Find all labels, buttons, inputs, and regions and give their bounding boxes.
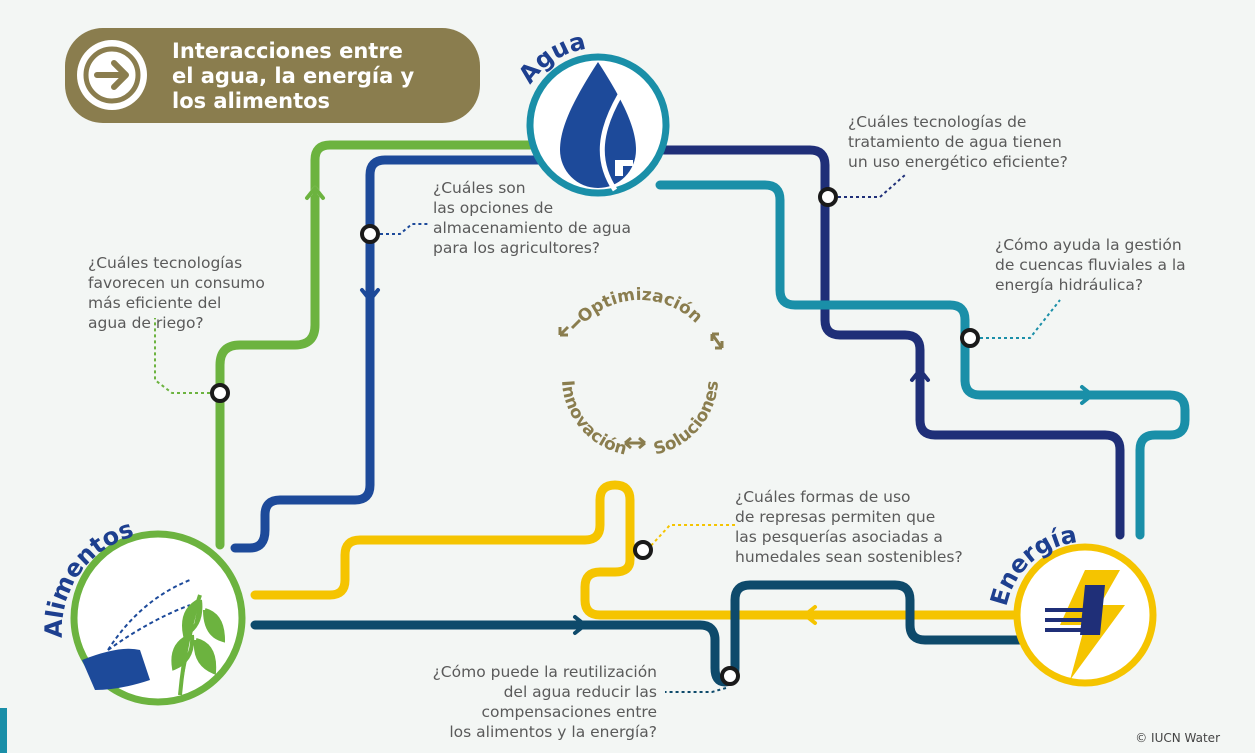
question-line: las pesquerías asociadas a [735,528,943,546]
edge-strip [0,708,7,753]
question-line: del agua reducir las [504,683,657,701]
question-line: almacenamiento de agua [433,219,631,237]
question-line: agua de riego? [88,314,204,332]
question-line: un uso energético eficiente? [848,153,1068,171]
question-line: compensaciones entre [481,703,657,721]
title-line: Interacciones entre [172,39,403,63]
question-line: de represas permiten que [735,508,935,526]
title-line: el agua, la energía y [172,64,415,88]
question-line: ¿Cuáles tecnologías de [848,113,1026,131]
question-line: ¿Cuáles formas de uso [735,488,911,506]
question-line: las opciones de [433,199,553,217]
question-line: ¿Cómo puede la reutilización [433,663,657,681]
junction [635,542,651,558]
question-line: humedales sean sostenibles? [735,548,963,566]
question-line: ¿Cuáles son [433,179,526,197]
question-line: de cuencas fluviales a la [995,256,1186,274]
question-line: tratamiento de agua tienen [848,133,1062,151]
question-line: energía hidráulica? [995,276,1143,294]
junction [820,189,836,205]
question-line: los alimentos y la energía? [449,723,657,741]
junction [962,330,978,346]
question-line: favorecen un consumo [88,274,265,292]
question-line: más eficiente del [88,294,221,312]
credit: © IUCN Water [1135,731,1220,745]
junction [722,668,738,684]
title-line: los alimentos [172,89,330,113]
question-line: para los agricultores? [433,239,600,257]
question-line: ¿Cuáles tecnologías [88,254,242,272]
question-line: ¿Cómo ayuda la gestión [995,236,1182,254]
junction [212,385,228,401]
infographic: Agua Alimentos Energía Optimización Solu… [0,0,1255,753]
junction [362,226,378,242]
